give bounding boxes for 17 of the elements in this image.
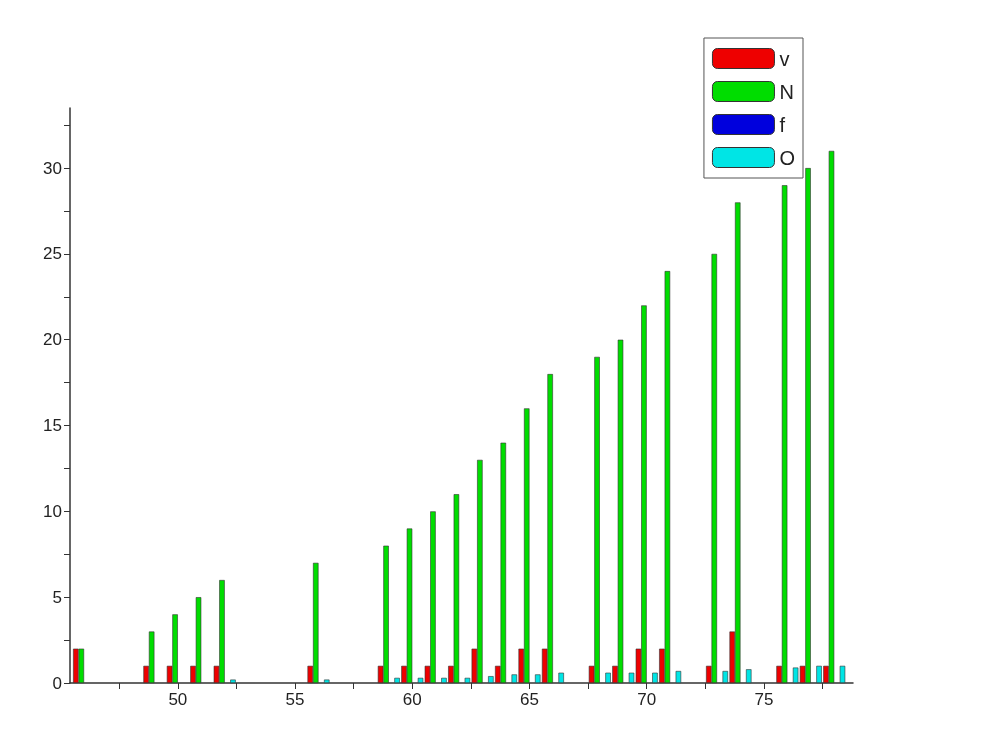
legend-label: O (779, 146, 796, 169)
x-tick-label: 75 (754, 690, 774, 709)
legend-label: N (779, 80, 794, 103)
y-tick-label: 20 (43, 330, 62, 350)
y-tick-label: 30 (43, 158, 62, 178)
x-tick-label: 65 (520, 690, 539, 709)
x-tick-label: 55 (285, 690, 305, 709)
x-tick-label: 70 (637, 690, 657, 709)
x-tick-label: 50 (168, 690, 188, 709)
y-tick-label: 10 (43, 501, 62, 521)
legend-label: f (779, 113, 786, 136)
y-tick-label: 0 (52, 673, 62, 693)
legend-label: v (779, 47, 790, 70)
y-tick-label: 25 (43, 244, 62, 264)
x-tick-label: 60 (402, 690, 422, 709)
y-tick-label: 15 (43, 416, 62, 436)
y-tick-label: 5 (52, 587, 62, 607)
